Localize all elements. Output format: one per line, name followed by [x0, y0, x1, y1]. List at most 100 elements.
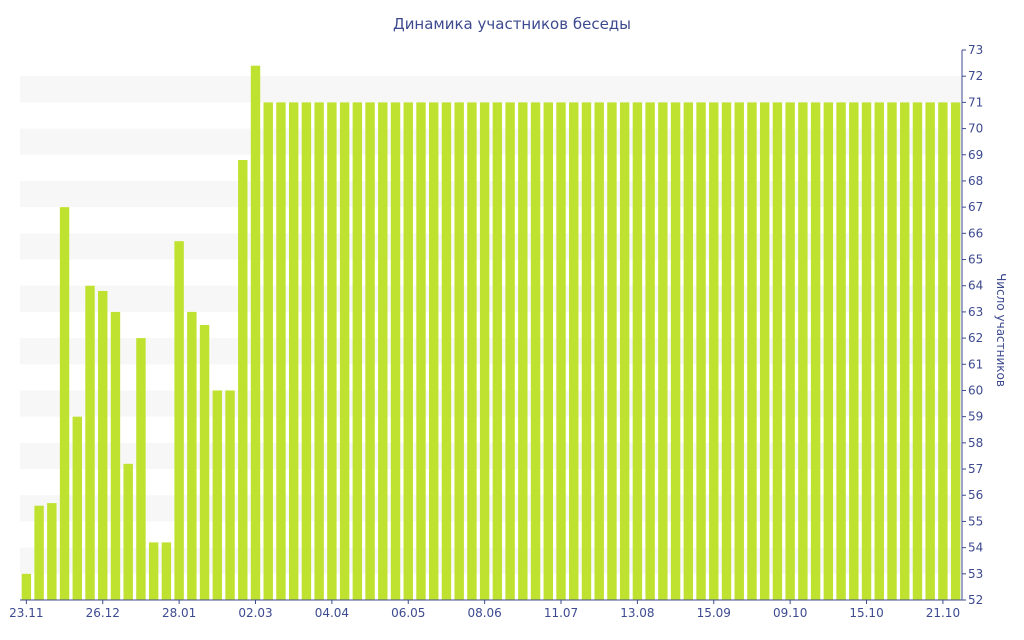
bar [861, 102, 872, 600]
bar [148, 542, 159, 600]
y-tick-label: 60 [968, 383, 983, 397]
bar [276, 102, 286, 600]
grid-bands [20, 76, 962, 574]
bar [836, 102, 846, 600]
bar [161, 542, 172, 600]
x-axis: 23.11 26.12 28.01 02.03 04.04 06.05 08.06 11.07… [9, 599, 962, 620]
y-tick-label: 68 [968, 174, 983, 188]
bar [747, 102, 757, 600]
bar [721, 102, 732, 600]
bar [314, 102, 324, 600]
grid-band [20, 128, 962, 155]
bar [301, 102, 312, 600]
y-tick-label: 63 [968, 305, 983, 319]
x-tick-label: 28.01 [162, 606, 196, 620]
bar [645, 102, 655, 600]
bar [874, 102, 884, 600]
bar [670, 102, 681, 600]
bar [123, 463, 133, 600]
bar [785, 102, 795, 600]
bar [479, 102, 490, 600]
chart-title: Динамика участников беседы [393, 15, 631, 33]
bar [378, 102, 388, 600]
bar [530, 102, 541, 600]
bar [238, 160, 248, 600]
y-axis: 52 53 54 55 56 57 58 59 60 61 62 63 64 65 66 67 68 69 70 71… [961, 43, 983, 607]
bar [759, 102, 770, 600]
bar [696, 102, 706, 600]
grid-band [20, 285, 962, 312]
bar [798, 102, 808, 600]
bar [339, 102, 350, 600]
bar [658, 102, 668, 600]
x-tick-label: 11.07 [544, 606, 578, 620]
bar [263, 102, 273, 600]
y-tick-label: 65 [968, 253, 983, 267]
y-tick-label: 70 [968, 122, 983, 136]
x-tick-label: 08.06 [467, 606, 501, 620]
bar [174, 241, 184, 600]
y-tick-label: 62 [968, 331, 983, 345]
bar [887, 102, 897, 600]
bar [327, 102, 337, 600]
bar [390, 102, 401, 600]
bar [632, 102, 643, 600]
y-tick-label: 73 [968, 43, 983, 57]
bar [505, 102, 515, 600]
bar [607, 102, 617, 600]
y-tick-label: 57 [968, 462, 983, 476]
bar [734, 102, 744, 600]
bar [492, 102, 503, 600]
bars [21, 65, 961, 600]
y-tick-label: 59 [968, 410, 983, 424]
grid-band [20, 338, 962, 365]
grid-band [20, 76, 962, 103]
grid-band [20, 233, 962, 260]
y-tick-label: 71 [968, 95, 983, 109]
x-tick-label: 21.10 [926, 606, 960, 620]
x-tick-label: 09.10 [773, 606, 807, 620]
bar [518, 102, 528, 600]
bar [454, 102, 464, 600]
x-tick-label: 04.04 [315, 606, 349, 620]
y-tick-label: 53 [968, 567, 983, 581]
y-tick-label: 64 [968, 279, 983, 293]
bar [288, 102, 299, 600]
bar [98, 290, 108, 600]
grid-band [20, 180, 962, 208]
grid-band [20, 547, 962, 574]
grid-band [20, 442, 962, 470]
y-tick-label: 55 [968, 514, 983, 528]
bar [938, 102, 948, 600]
bar [199, 325, 210, 600]
y-tick-label: 67 [968, 200, 983, 214]
bar [810, 102, 821, 600]
bar [849, 102, 859, 600]
bar [709, 102, 719, 600]
bar [225, 390, 235, 600]
bar [467, 102, 477, 600]
bar [187, 311, 197, 600]
bar [72, 416, 82, 600]
x-tick-label: 02.03 [238, 606, 272, 620]
grid-band [20, 390, 962, 417]
bar [569, 102, 579, 600]
bar [47, 503, 57, 600]
bar [581, 102, 592, 600]
bar [543, 102, 553, 600]
y-tick-label: 69 [968, 148, 983, 162]
bar [429, 102, 439, 600]
x-tick-label: 15.09 [697, 606, 731, 620]
bar [34, 505, 44, 600]
y-tick-label: 54 [968, 541, 983, 555]
bar [403, 102, 413, 600]
grid-band [20, 495, 962, 522]
bar [619, 102, 630, 600]
x-tick-label: 06.05 [391, 606, 425, 620]
bar [59, 207, 70, 600]
bar [416, 102, 426, 600]
bar [441, 102, 452, 600]
y-axis-label: Число участников [994, 273, 1008, 387]
bar [912, 102, 923, 600]
